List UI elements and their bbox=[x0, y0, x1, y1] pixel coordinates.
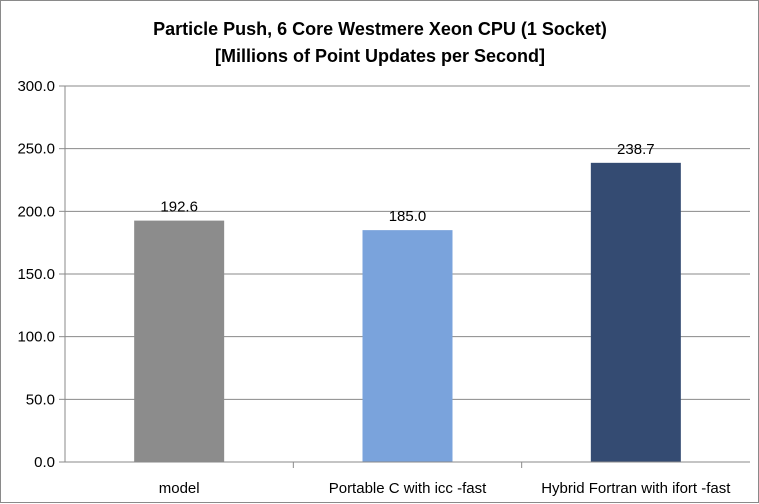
category-label: model bbox=[159, 480, 200, 497]
y-tick-label: 150.0 bbox=[17, 266, 55, 283]
y-tick-label: 0.0 bbox=[34, 454, 55, 471]
y-tick-label: 250.0 bbox=[17, 141, 55, 158]
bar-value-label: 192.6 bbox=[160, 199, 198, 216]
chart-title: Particle Push, 6 Core Westmere Xeon CPU … bbox=[153, 19, 607, 39]
x-axis-category-labels: model Portable C with icc -fast Hybrid For… bbox=[159, 480, 732, 497]
bar-value-labels: 192.6 185.0 238.7 bbox=[160, 141, 654, 225]
y-tick-label: 50.0 bbox=[26, 391, 55, 408]
category-label: Portable C with icc -fast bbox=[329, 480, 487, 497]
category-label: Hybrid Fortran with ifort -fast bbox=[541, 480, 731, 497]
bars bbox=[134, 162, 681, 462]
y-tick-label: 200.0 bbox=[17, 203, 55, 220]
y-tick-label: 300.0 bbox=[17, 78, 55, 95]
y-axis-tick-labels: 0.0 50.0 100.0 150.0 200.0 250.0 300.0 bbox=[17, 78, 55, 471]
bar-value-label: 185.0 bbox=[389, 208, 427, 225]
bar-2 bbox=[362, 230, 453, 462]
y-tick-label: 100.0 bbox=[17, 329, 55, 346]
bar-1 bbox=[134, 220, 225, 462]
chart-subtitle: [Millions of Point Updates per Second] bbox=[215, 46, 545, 66]
bar-value-label: 238.7 bbox=[617, 141, 655, 158]
bar-3 bbox=[590, 162, 681, 462]
